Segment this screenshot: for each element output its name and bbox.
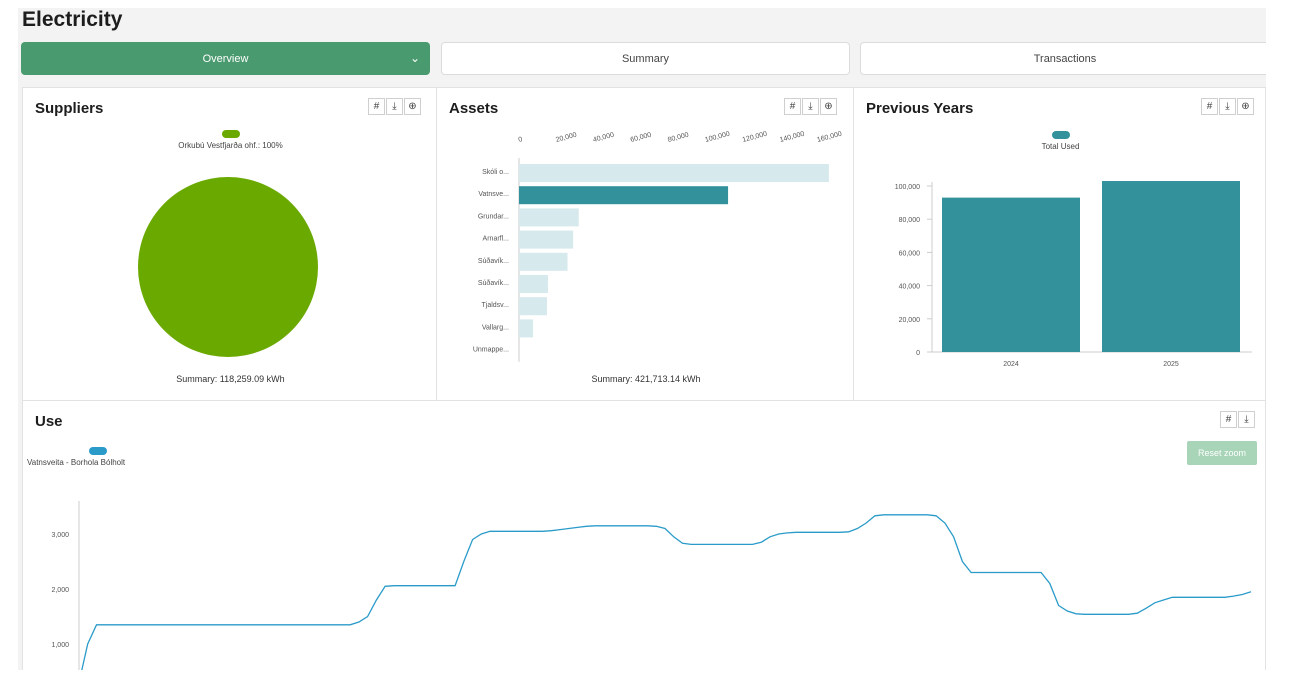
x-tick-label: 40,000: [592, 132, 615, 144]
use-series-line: [81, 514, 1252, 670]
x-tick-label: 0: [518, 136, 524, 144]
y-tick-label: 40,000: [899, 284, 921, 291]
legend-swatch: [1051, 131, 1070, 139]
y-tick-label: Tjaldsv...: [482, 302, 510, 309]
download-icon[interactable]: ⤓: [1219, 98, 1236, 115]
y-tick-label: Vatnsve...: [478, 191, 509, 198]
chart-toolbar: # ⤓ ⊕: [783, 98, 837, 115]
tab-transactions[interactable]: Transactions: [860, 42, 1266, 75]
tab-label: Summary: [621, 52, 670, 65]
tab-summary[interactable]: Summary: [441, 42, 850, 75]
year-bar[interactable]: [942, 197, 1080, 352]
x-tick-label: 2024: [1003, 361, 1019, 368]
year-bar[interactable]: [1102, 181, 1240, 352]
suppliers-card: Suppliers # ⤓ ⊕ Orkubú Vestfjarða ohf.: …: [22, 87, 437, 401]
chart-legend[interactable]: Orkubú Vestfjarða ohf.: 100%: [23, 130, 438, 150]
suppliers-summary: Summary: 118,259.09 kWh: [176, 374, 285, 384]
legend-swatch: [221, 130, 240, 138]
y-tick-label: 60,000: [899, 250, 921, 257]
card-title: Use: [35, 413, 63, 430]
x-tick-label: 100,000: [704, 131, 730, 144]
asset-bar[interactable]: [519, 319, 533, 338]
x-tick-label: 20,000: [555, 132, 578, 144]
y-tick-label: Súðavík...: [478, 279, 509, 287]
x-tick-label: 160,000: [816, 131, 842, 144]
chevron-down-icon: ⌄: [409, 51, 420, 65]
y-tick-label: Skóli o...: [482, 169, 509, 176]
grid-icon[interactable]: #: [1201, 98, 1218, 115]
chart-toolbar: # ⤓ ⊕: [1200, 98, 1254, 115]
y-tick-label: Arnarfl...: [483, 236, 510, 243]
legend-label: Total Used: [1041, 142, 1080, 151]
assets-bar-chart: 0 20,000 40,000 60,000 80,000 100,000 120,000 1…: [473, 131, 843, 362]
grid-icon[interactable]: #: [784, 98, 801, 115]
card-title: Assets: [449, 100, 499, 117]
y-tick-label: Vallarg...: [482, 324, 509, 331]
chart-toolbar: # ⤓ ⊕: [367, 98, 421, 115]
x-tick-label: 2025: [1163, 361, 1179, 368]
grid-icon[interactable]: #: [1220, 411, 1237, 428]
tab-label: Transactions: [1033, 52, 1097, 65]
previous-years-card: Previous Years # ⤓ ⊕ Total Used 0 20,000 4…: [853, 87, 1266, 401]
y-tick-label: 1,000: [51, 642, 69, 649]
asset-bar[interactable]: [519, 297, 547, 316]
asset-bar[interactable]: [519, 275, 548, 293]
asset-bar[interactable]: [519, 230, 574, 249]
asset-bar[interactable]: [519, 252, 568, 271]
x-tick-label: 60,000: [630, 132, 653, 144]
zoom-in-icon[interactable]: ⊕: [404, 98, 421, 115]
card-title: Previous Years: [866, 100, 974, 117]
assets-summary: Summary: 421,713.14 kWh: [591, 374, 701, 384]
y-tick-label: 80,000: [899, 217, 921, 224]
x-tick-label: 80,000: [667, 132, 690, 144]
tab-label: Overview: [202, 52, 249, 65]
tab-overview[interactable]: Overview ⌄: [21, 42, 430, 75]
zoom-in-icon[interactable]: ⊕: [820, 98, 837, 115]
assets-card: Assets # ⤓ ⊕ 0 20,000 40,000 60,000 80,000 10…: [436, 87, 854, 401]
chart-legend[interactable]: Total Used: [854, 131, 1266, 151]
reset-zoom-button[interactable]: Reset zoom: [1187, 441, 1257, 465]
zoom-in-icon[interactable]: ⊕: [1237, 98, 1254, 115]
y-tick-label: Súðavík...: [478, 257, 509, 265]
legend-swatch: [89, 447, 107, 455]
use-line-chart: 1,000 2,000 3,000: [51, 501, 1252, 670]
pie-chart: [138, 177, 318, 357]
asset-bar[interactable]: [519, 208, 579, 227]
download-icon[interactable]: ⤓: [386, 98, 403, 115]
grid-icon[interactable]: #: [368, 98, 385, 115]
y-tick-label: 0: [916, 350, 920, 357]
x-tick-label: 120,000: [742, 131, 768, 144]
y-tick-label: 20,000: [899, 317, 921, 324]
asset-bar[interactable]: [519, 186, 729, 205]
y-tick-label: Grundar...: [478, 213, 509, 220]
previous-years-bar-chart: 0 20,000 40,000 60,000 80,000 100,000 2024 2025: [895, 181, 1252, 368]
chart-toolbar: # ⤓: [1219, 411, 1255, 428]
y-tick-label: 2,000: [51, 587, 69, 594]
card-title: Suppliers: [35, 100, 104, 117]
legend-label: Orkubú Vestfjarða ohf.: 100%: [178, 141, 283, 150]
chart-legend[interactable]: Vatnsveita - Borhola Bólholt: [27, 447, 125, 467]
download-icon[interactable]: ⤓: [802, 98, 819, 115]
pie-slice[interactable]: [138, 177, 318, 357]
download-icon[interactable]: ⤓: [1238, 411, 1255, 428]
y-tick-label: Unmappe...: [473, 347, 509, 354]
page: Electricity Overview ⌄ Summary Transacti…: [18, 8, 1266, 670]
page-title: Electricity: [22, 8, 123, 31]
x-tick-label: 140,000: [779, 131, 805, 144]
y-tick-label: 3,000: [51, 532, 69, 539]
y-tick-label: 100,000: [895, 184, 920, 191]
asset-bar[interactable]: [519, 164, 829, 182]
legend-label: Vatnsveita - Borhola Bólholt: [27, 458, 126, 467]
use-card: Use # ⤓ Vatnsveita - Borhola Bólholt Res…: [22, 400, 1266, 670]
